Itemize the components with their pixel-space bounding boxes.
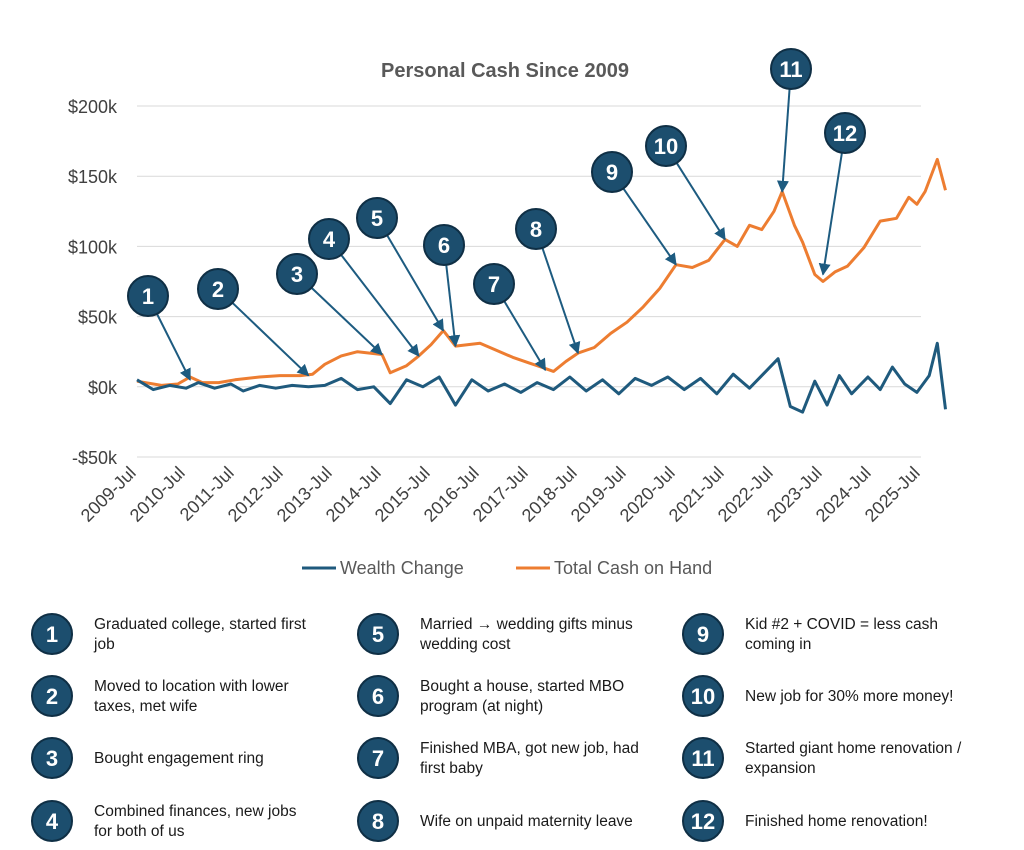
annotation-arrow (541, 247, 581, 355)
annotation-number: 11 (779, 57, 802, 82)
annotation-arrow (231, 302, 310, 377)
y-axis-ticks: $200k $150k $100k $50k $0k -$50k (68, 97, 118, 468)
annotation-arrow (386, 234, 445, 332)
annotation-number: 9 (606, 160, 618, 185)
key-badge (357, 800, 399, 842)
key-number: 11 (691, 746, 714, 771)
key-description: New job for 30% more money! (745, 688, 953, 705)
x-tick-label: 2025-Jul (861, 463, 924, 526)
annotation-badge (423, 224, 465, 266)
chart-title: Personal Cash Since 2009 (381, 60, 629, 82)
annotation-arrow (622, 187, 677, 266)
legend-label: Wealth Change (340, 558, 464, 578)
key-badge (31, 800, 73, 842)
annotation-arrow (340, 254, 420, 357)
annotation-arrow (675, 162, 726, 241)
key-badge (31, 675, 73, 717)
key-badge (357, 675, 399, 717)
annotation-arrow (503, 300, 547, 371)
annotation-number: 8 (530, 217, 542, 242)
y-tick-label: $200k (68, 97, 118, 117)
key-description: Married → wedding gifts minus wedding cos… (419, 616, 633, 653)
x-axis-ticks: 2009-Jul2010-Jul2011-Jul2012-Jul2013-Jul… (77, 463, 924, 526)
series-line (136, 341, 947, 414)
annotation-number: 1 (142, 284, 154, 309)
key-description: Combined finances, new jobs for both of u… (94, 803, 297, 840)
annotation-number: 10 (654, 134, 678, 159)
annotation-arrows (156, 88, 843, 381)
key-number: 4 (46, 809, 59, 834)
annotation-badge (591, 151, 633, 193)
annotation-arrow (156, 313, 191, 381)
annotation-badge (127, 275, 169, 317)
key-badge (682, 675, 724, 717)
key-badge (31, 737, 73, 779)
key-number: 9 (697, 622, 709, 647)
key-badge (682, 737, 724, 779)
key-number: 2 (46, 684, 58, 709)
y-tick-label: $50k (78, 308, 118, 328)
annotation-arrow (445, 264, 461, 348)
annotation-badge (356, 197, 398, 239)
key-description: Kid #2 + COVID = less cash coming in (745, 616, 938, 653)
annotation-arrow (310, 287, 383, 356)
key-description: Started giant home renovation / expansion (745, 740, 962, 777)
key-description: Moved to location with lower taxes, met w… (94, 678, 289, 715)
grid (137, 105, 921, 458)
annotation-badge (308, 218, 350, 260)
annotation-number: 6 (438, 233, 450, 258)
annotation-badge (276, 253, 318, 295)
annotation-badge (515, 208, 557, 250)
key-number: 5 (372, 622, 384, 647)
annotation-number: 5 (371, 206, 383, 231)
legend: Wealth Change Total Cash on Hand (302, 558, 712, 578)
y-tick-label: $150k (68, 167, 118, 187)
key-description: Finished home renovation! (745, 813, 928, 830)
y-tick-label: $0k (88, 378, 118, 398)
event-key: 1 Graduated college, started first job 2 Mov… (31, 613, 962, 842)
key-badge (357, 613, 399, 655)
annotation-number: 4 (323, 227, 336, 252)
y-tick-label: -$50k (72, 448, 118, 468)
y-tick-label: $100k (68, 237, 118, 257)
x-tick-label: 2010-Jul (126, 463, 189, 526)
annotation-badge (770, 48, 812, 90)
key-number: 10 (691, 684, 715, 709)
annotation-badge (824, 112, 866, 154)
key-description: Bought engagement ring (94, 750, 264, 767)
annotation-number: 7 (488, 272, 500, 297)
key-number: 12 (691, 809, 715, 834)
key-badge (682, 800, 724, 842)
key-description: Graduated college, started first job (93, 616, 307, 653)
key-description: Bought a house, started MBO program (at n… (420, 678, 624, 715)
annotation-badge (645, 125, 687, 167)
annotation-number: 2 (212, 277, 224, 302)
annotation-arrow (776, 88, 791, 193)
key-description: Finished MBA, got new job, had first baby (420, 740, 639, 777)
annotation-badge (473, 263, 515, 305)
annotation-badge (197, 268, 239, 310)
key-badge (31, 613, 73, 655)
series-line (136, 157, 947, 387)
legend-label: Total Cash on Hand (554, 558, 712, 578)
key-number: 6 (372, 684, 384, 709)
key-badge (357, 737, 399, 779)
key-number: 7 (372, 746, 384, 771)
series-lines (136, 157, 947, 414)
annotation-number: 12 (833, 121, 857, 146)
key-number: 3 (46, 746, 58, 771)
key-number: 1 (46, 622, 58, 647)
annotation-number: 3 (291, 262, 303, 287)
annotation-arrow (818, 152, 843, 276)
key-badge (682, 613, 724, 655)
key-description: Wife on unpaid maternity leave (420, 813, 633, 830)
key-number: 8 (372, 809, 384, 834)
